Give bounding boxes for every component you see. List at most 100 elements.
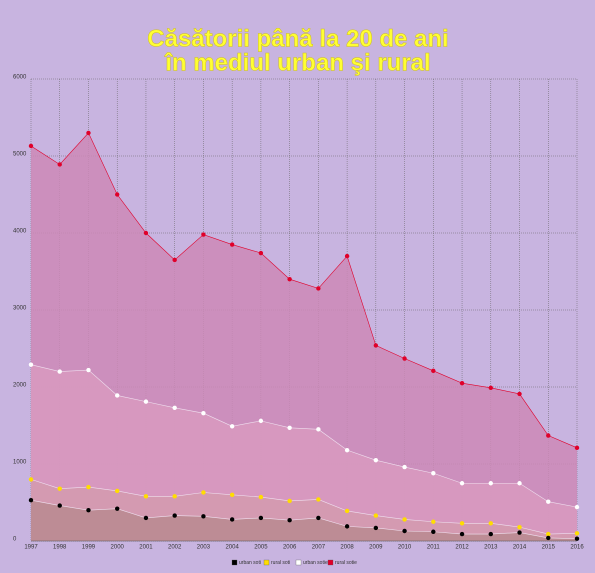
point: [402, 464, 407, 470]
legend-label: urban soti: [239, 560, 261, 566]
y-tick-label: 6000: [13, 75, 27, 81]
x-tick-label: 2000: [111, 545, 125, 551]
line: [30, 364, 578, 508]
point: [28, 143, 34, 149]
point: [115, 393, 120, 398]
point: [574, 531, 580, 536]
line: [30, 132, 578, 449]
point: [258, 418, 264, 424]
point: [229, 492, 235, 497]
point: [431, 529, 436, 534]
legend-swatch: [263, 559, 270, 566]
point: [57, 503, 62, 508]
point: [316, 286, 321, 291]
point: [574, 445, 580, 451]
point: [488, 385, 493, 390]
area: [31, 500, 577, 541]
point: [143, 515, 149, 521]
point: [172, 405, 177, 410]
x-tick-label: 2006: [283, 545, 297, 551]
point: [517, 524, 522, 530]
point: [373, 513, 379, 518]
point: [86, 508, 91, 513]
point: [344, 253, 350, 259]
point: [229, 517, 235, 522]
x-tick-label: 2015: [542, 545, 556, 551]
point: [431, 471, 436, 476]
point: [344, 508, 350, 514]
point: [459, 521, 465, 526]
legend-label: urban sotie: [303, 560, 328, 566]
x-tick-label: 1999: [82, 545, 96, 551]
point: [546, 433, 551, 438]
point: [488, 531, 493, 537]
point: [115, 488, 120, 494]
chart-title: în mediul urban şi rural: [164, 49, 430, 76]
point: [488, 521, 493, 526]
x-tick-label: 2007: [312, 545, 326, 551]
point: [316, 515, 321, 521]
point: [316, 497, 321, 502]
point: [546, 499, 551, 504]
y-tick-label: 3000: [13, 306, 27, 312]
x-tick-label: 2002: [168, 545, 182, 551]
point: [431, 519, 436, 524]
point: [172, 513, 177, 518]
point: [402, 517, 407, 522]
point: [201, 514, 206, 519]
point: [574, 504, 580, 510]
point: [546, 535, 551, 541]
y-tick-label: 5000: [13, 152, 27, 158]
x-tick-label: 2013: [484, 545, 498, 551]
x-tick-label: 2004: [225, 545, 239, 551]
point: [402, 356, 407, 361]
point: [229, 242, 235, 247]
point: [172, 494, 177, 499]
point: [172, 257, 177, 263]
x-tick-label: 2011: [427, 545, 441, 551]
point: [344, 447, 350, 453]
y-tick-label: 4000: [13, 229, 27, 235]
point: [86, 367, 91, 373]
legend-swatch: [327, 559, 334, 566]
point: [287, 498, 292, 504]
point: [258, 250, 264, 256]
x-tick-label: 2008: [340, 545, 354, 551]
point: [373, 457, 379, 463]
point: [373, 343, 379, 348]
x-tick-label: 2003: [197, 545, 211, 551]
legend-swatch: [231, 559, 238, 566]
point: [115, 192, 120, 197]
x-tick-label: 1998: [53, 545, 67, 551]
point: [258, 515, 264, 521]
point: [201, 410, 206, 416]
point: [57, 369, 62, 374]
point: [316, 427, 321, 432]
point: [459, 481, 465, 486]
point: [201, 232, 206, 237]
point: [86, 130, 91, 136]
x-tick-label: 2009: [369, 545, 383, 551]
point: [574, 536, 580, 541]
point: [344, 524, 350, 529]
point: [229, 424, 235, 429]
legend-swatch: [295, 559, 302, 566]
point: [57, 486, 62, 491]
point: [287, 518, 292, 523]
x-tick-label: 2014: [513, 545, 527, 551]
point: [517, 391, 522, 397]
y-tick-label: 2000: [13, 383, 27, 389]
point: [517, 481, 522, 486]
point: [546, 531, 551, 537]
point: [201, 490, 206, 495]
y-tick-label: 1000: [13, 460, 27, 466]
point: [459, 531, 465, 537]
y-tick-label: 0: [13, 537, 17, 543]
point: [488, 481, 493, 486]
point: [459, 380, 465, 386]
x-tick-label: 2010: [398, 545, 412, 551]
point: [28, 497, 34, 503]
point: [258, 494, 264, 500]
point: [287, 277, 292, 282]
